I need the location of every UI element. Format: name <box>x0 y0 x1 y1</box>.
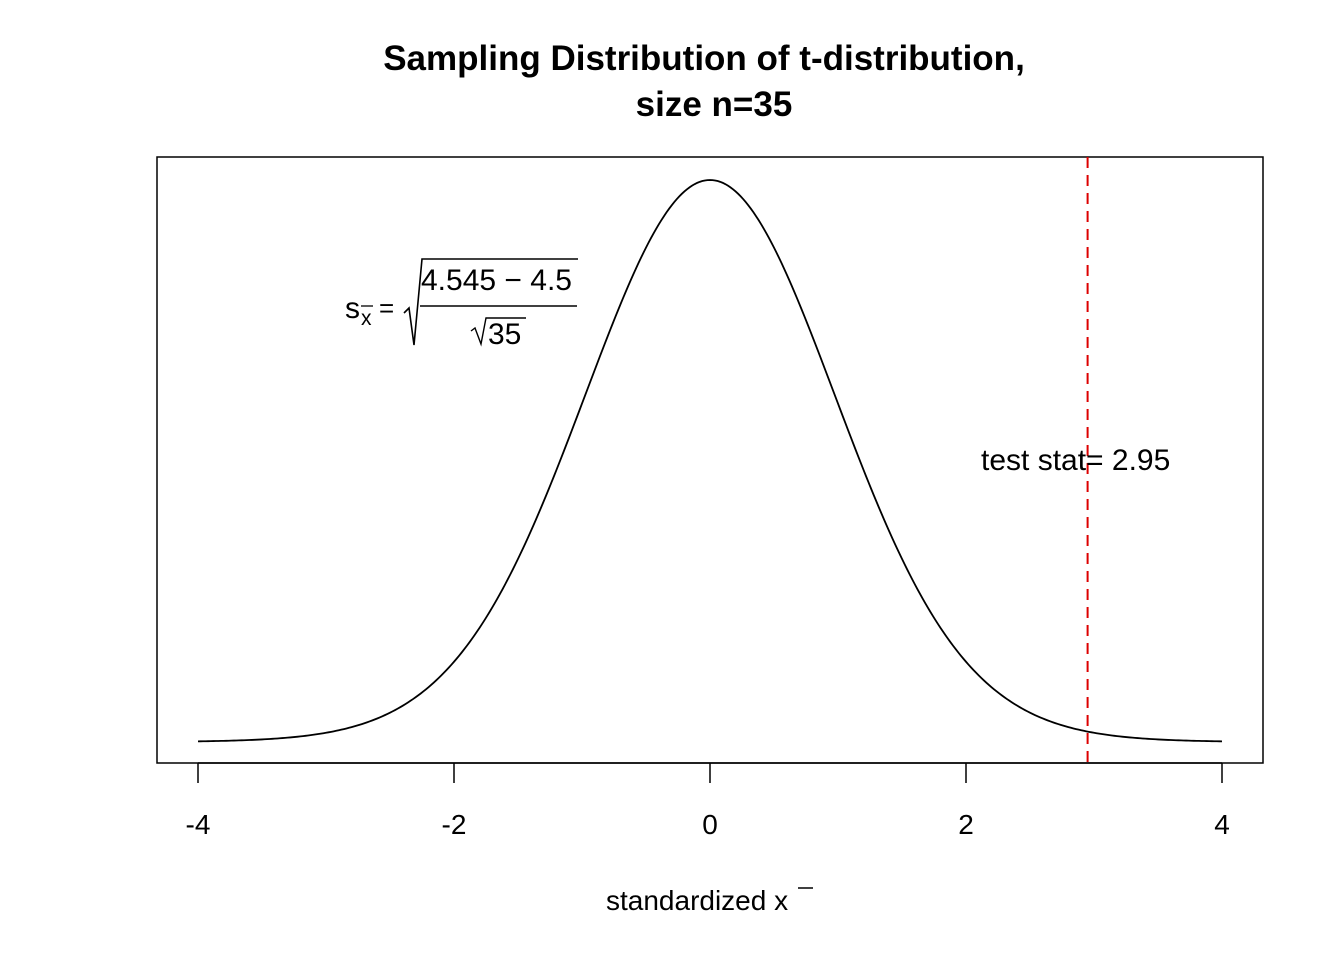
outer-radical-sign <box>403 258 578 346</box>
x-axis-label-text: standardized x <box>606 885 788 916</box>
std-error-formula: s x = 4.545 − 4.5 35 <box>345 258 578 351</box>
inner-radical-sign <box>470 317 526 347</box>
test-stat-annotation: test stat= 2.95 <box>981 444 1170 477</box>
formula-lhs-subscript: x <box>361 307 372 330</box>
x-tick-label: 4 <box>1214 809 1230 840</box>
chart-title-line1: Sampling Distribution of t-distribution, <box>383 39 1025 78</box>
x-axis-label: standardized x <box>606 885 813 916</box>
x-axis-label-word: standardized <box>606 885 774 916</box>
x-axis-label-symbol: x <box>774 885 788 916</box>
formula-numerator: 4.545 − 4.5 <box>421 264 572 297</box>
x-tick-label: -4 <box>186 809 211 840</box>
x-tick-label: 0 <box>702 809 718 840</box>
chart-title-line2: size n=35 <box>636 85 793 124</box>
x-axis: -4 -2 0 2 4 <box>186 762 1230 840</box>
t-density-curve <box>197 179 1223 743</box>
formula-denominator: 35 <box>488 318 521 351</box>
equals-sign: = <box>379 293 394 323</box>
formula-lhs: s <box>345 292 360 325</box>
x-tick-label: 2 <box>958 809 974 840</box>
x-tick-label: -2 <box>442 809 467 840</box>
